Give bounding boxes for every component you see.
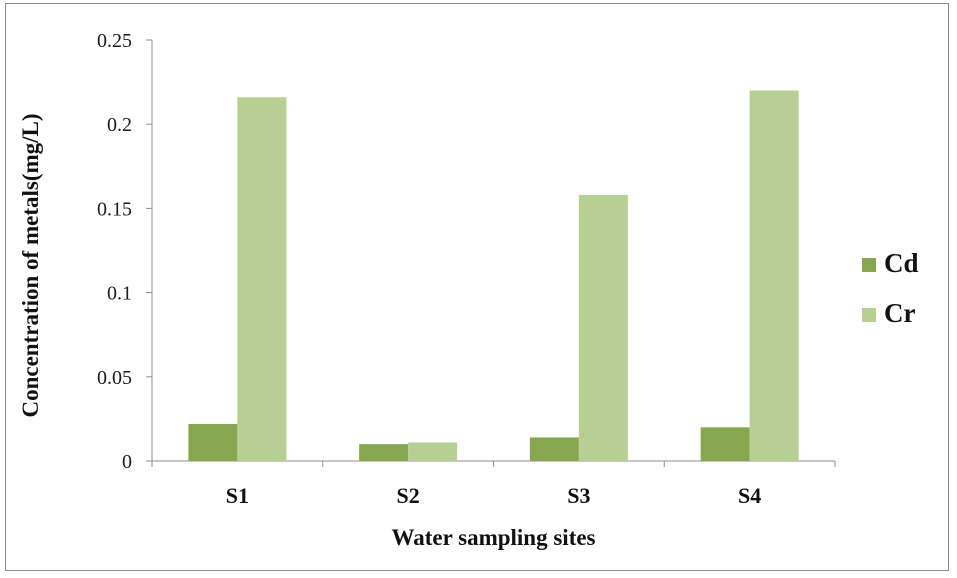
bar-cr-s4 [749,90,799,462]
x-axis: S1 S2 S3 S4 [151,460,836,508]
legend: Cd Cr [862,248,919,328]
y-tick-label: 0.2 [107,114,132,136]
bar-cd-s4 [700,427,750,461]
bar-cr-s3 [578,194,628,462]
legend-label-cr: Cr [884,298,915,328]
y-tick-label: 0.05 [97,367,132,389]
y-axis-title: Concentration of metals(mg/L) [18,113,43,417]
y-axis: 0 0.05 0.1 0.15 0.2 0.25 [97,30,153,473]
legend-swatch-cd [862,258,876,272]
y-tick-label: 0.15 [97,198,132,220]
bar-cd-s3 [529,437,579,461]
x-tick-label: S4 [738,483,761,508]
legend-label-cd: Cd [884,248,919,278]
bar-cd-s2 [359,444,409,461]
bars [188,90,799,462]
x-tick-label: S1 [226,483,249,508]
y-tick-label: 0 [122,451,132,473]
bar-cr-s1 [237,97,287,462]
x-tick-label: S3 [567,483,590,508]
x-axis-title: Water sampling sites [391,525,595,550]
bar-cd-s1 [188,423,238,461]
x-tick-label: S2 [397,483,420,508]
legend-swatch-cr [862,308,876,322]
bar-cr-s2 [408,442,458,461]
y-tick-label: 0.25 [97,30,132,52]
y-tick-label: 0.1 [107,283,132,305]
